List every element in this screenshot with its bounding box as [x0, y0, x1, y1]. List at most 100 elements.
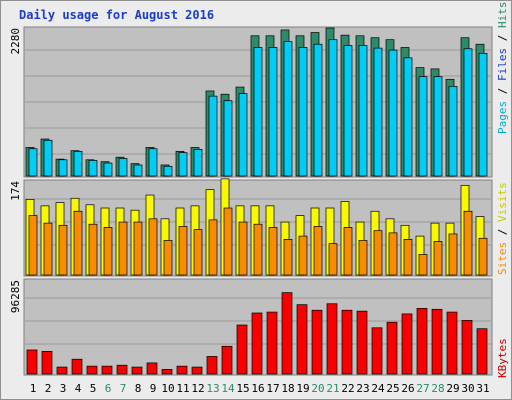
legend-visits: Visits [496, 182, 509, 222]
x-tick-label-day-27: 27 [416, 382, 429, 395]
x-tick-label-day-22: 22 [341, 382, 354, 395]
chart-marks [25, 27, 491, 375]
legend-sep-3: / [496, 222, 509, 242]
bar-files-day-2 [43, 139, 53, 177]
bar-files-day-26 [403, 57, 413, 177]
bar-sites-day-7 [118, 221, 128, 276]
bar-sites-day-23 [358, 240, 368, 276]
bar-sites-day-2 [43, 222, 53, 276]
bar-files-day-10 [163, 165, 173, 177]
x-tick-label-day-31: 31 [476, 382, 489, 395]
bar-files-day-12 [193, 149, 203, 177]
bar-sites-day-10 [163, 240, 173, 276]
bar-files-day-25 [388, 49, 398, 177]
x-tick-label-day-7: 7 [120, 382, 127, 395]
bar-sites-day-13 [208, 219, 218, 276]
panel-kbytes-max-label: 96285 [9, 280, 22, 313]
bar-sites-day-8 [133, 221, 143, 276]
x-tick-label-day-25: 25 [386, 382, 399, 395]
bar-files-day-16 [253, 47, 263, 177]
bar-sites-day-15 [238, 221, 248, 276]
bar-files-day-18 [283, 41, 293, 177]
bar-files-day-5 [88, 160, 98, 177]
bar-kbytes-day-24 [371, 327, 383, 375]
x-tick-label-day-18: 18 [281, 382, 294, 395]
bar-files-day-6 [103, 162, 113, 177]
bar-kbytes-day-4 [71, 358, 83, 375]
bar-files-day-20 [313, 43, 323, 177]
chart-title: Daily usage for August 2016 [19, 8, 214, 22]
bar-files-day-17 [268, 47, 278, 177]
bar-files-day-9 [148, 148, 158, 177]
bar-sites-day-6 [103, 227, 113, 276]
x-tick-label-day-20: 20 [311, 382, 324, 395]
legend-sep-1: / [496, 81, 509, 101]
bar-kbytes-day-27 [416, 308, 428, 375]
legend-hits: Hits [496, 2, 509, 29]
x-tick-label-day-21: 21 [326, 382, 339, 395]
x-tick-label-day-4: 4 [75, 382, 82, 395]
bar-files-day-23 [358, 45, 368, 177]
bar-kbytes-day-7 [116, 364, 128, 375]
bar-files-day-14 [223, 100, 233, 177]
bar-kbytes-day-5 [86, 365, 98, 375]
bar-kbytes-day-16 [251, 312, 263, 375]
bar-files-day-7 [118, 158, 128, 177]
bar-sites-day-27 [418, 254, 428, 276]
bar-sites-day-1 [28, 215, 38, 276]
bar-kbytes-day-8 [131, 366, 143, 375]
legend-files: Files [496, 48, 509, 81]
x-tick-label-day-13: 13 [206, 382, 219, 395]
x-tick-label-day-15: 15 [236, 382, 249, 395]
bar-kbytes-day-10 [161, 369, 173, 375]
bar-sites-day-18 [283, 238, 293, 276]
bar-files-day-27 [418, 76, 428, 177]
panel-visits-max-label: 174 [9, 181, 22, 201]
bar-kbytes-day-23 [356, 310, 368, 375]
bar-sites-day-31 [478, 237, 488, 276]
bar-sites-day-28 [433, 241, 443, 276]
bar-sites-day-21 [328, 243, 338, 276]
bar-sites-day-16 [253, 223, 263, 276]
bar-sites-day-5 [88, 223, 98, 276]
bar-kbytes-day-30 [461, 320, 473, 375]
legend-visits-panel: Sites / Visits [496, 182, 509, 275]
bar-kbytes-day-21 [326, 303, 338, 375]
x-tick-label-day-1: 1 [30, 382, 37, 395]
x-tick-label-day-14: 14 [221, 382, 235, 395]
legend-sites: Sites [496, 242, 509, 275]
bar-files-day-24 [373, 47, 383, 177]
bar-kbytes-day-25 [386, 321, 398, 375]
bar-files-day-11 [178, 152, 188, 177]
x-tick-label-day-12: 12 [191, 382, 204, 395]
bar-files-day-29 [448, 86, 458, 177]
bar-sites-day-11 [178, 226, 188, 276]
bar-files-day-13 [208, 95, 218, 177]
x-tick-label-day-2: 2 [45, 382, 52, 395]
bar-kbytes-day-6 [101, 365, 113, 375]
x-tick-label-day-6: 6 [105, 382, 112, 395]
bar-files-day-28 [433, 76, 443, 177]
x-tick-label-day-3: 3 [60, 382, 67, 395]
bar-sites-day-26 [403, 238, 413, 276]
bar-sites-day-30 [463, 210, 473, 276]
x-tick-label-day-29: 29 [446, 382, 459, 395]
bar-kbytes-day-2 [41, 351, 53, 375]
bar-sites-day-4 [73, 210, 83, 276]
bar-kbytes-day-3 [56, 366, 68, 375]
bar-kbytes-day-19 [296, 304, 308, 375]
x-tick-label-day-8: 8 [135, 382, 142, 395]
bar-sites-day-17 [268, 227, 278, 276]
x-tick-label-day-5: 5 [90, 382, 97, 395]
x-tick-label-day-24: 24 [371, 382, 385, 395]
bar-kbytes-day-29 [446, 311, 458, 375]
x-tick-label-day-11: 11 [176, 382, 189, 395]
bar-sites-day-14 [223, 207, 233, 276]
bar-kbytes-day-22 [341, 309, 353, 375]
x-tick-label-day-19: 19 [296, 382, 309, 395]
bar-sites-day-22 [343, 227, 353, 276]
bar-files-day-3 [58, 159, 68, 177]
x-tick-label-day-30: 30 [461, 382, 474, 395]
bar-kbytes-day-31 [476, 328, 488, 375]
